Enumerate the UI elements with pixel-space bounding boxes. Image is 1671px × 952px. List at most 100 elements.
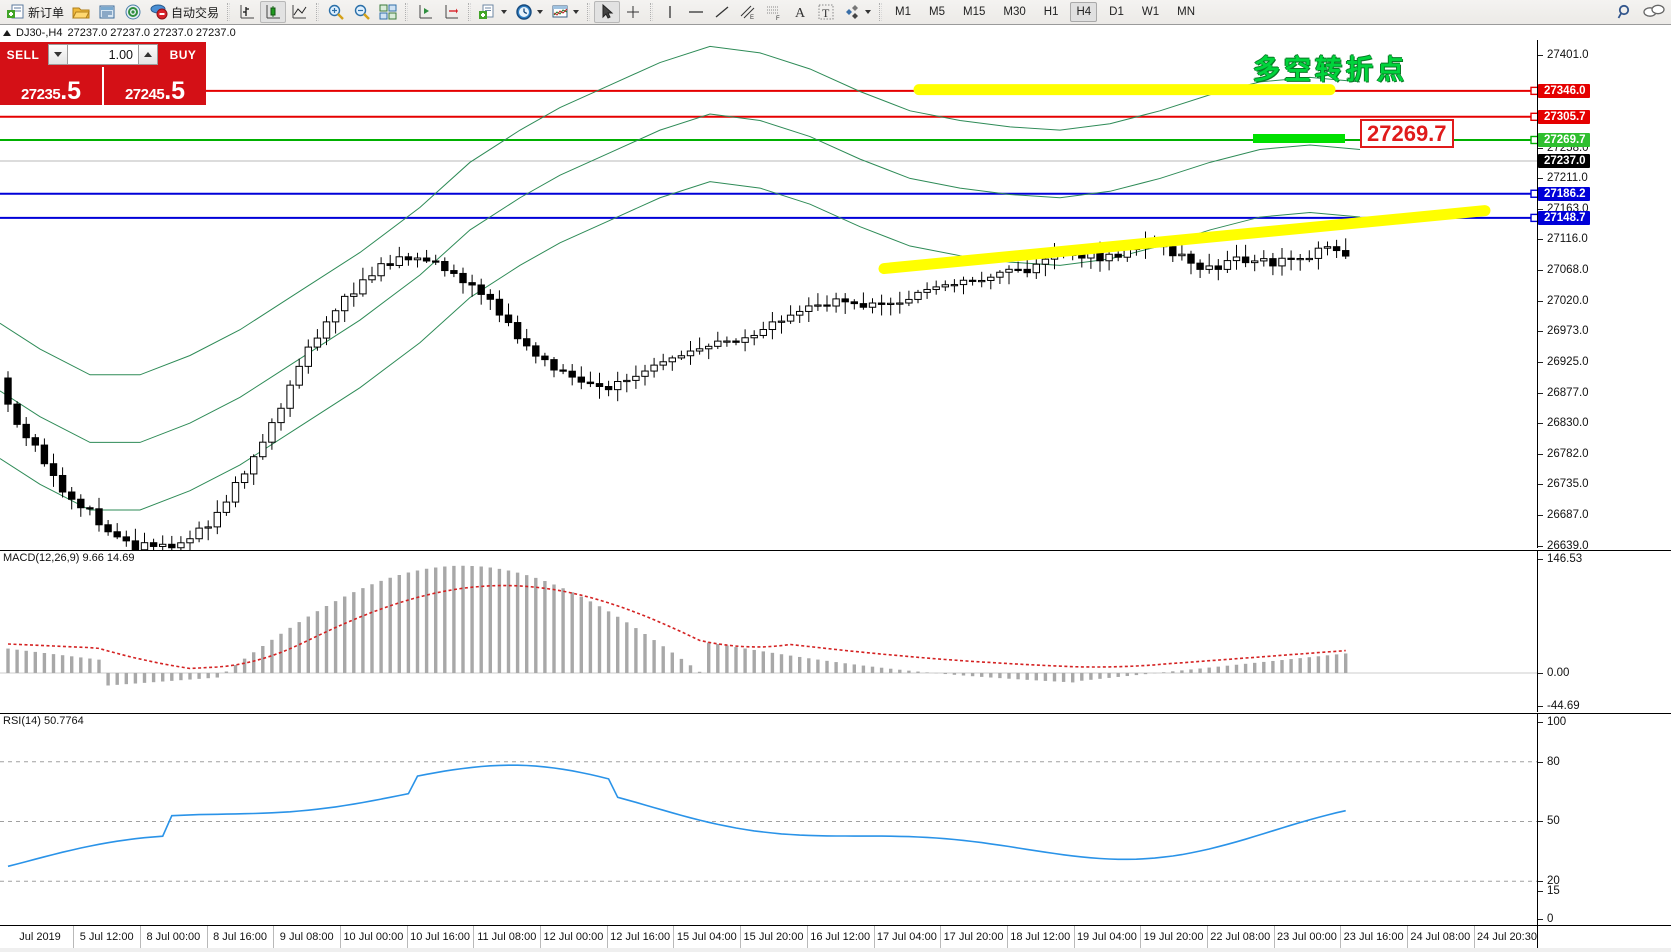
zoom-out-icon (353, 3, 371, 21)
zoom-in-button[interactable] (323, 1, 349, 23)
time-tick: 12 Jul 00:00 (543, 931, 604, 943)
price-level-badge-resistance-line[interactable]: 27305.7 (1538, 109, 1590, 124)
folder-button[interactable] (68, 1, 94, 23)
price-level-badge-support-line[interactable]: 27148.7 (1538, 210, 1590, 225)
volume-increment-button[interactable] (138, 44, 158, 65)
autotrade-icon (150, 3, 168, 21)
buy-price[interactable]: 27245 .5 (104, 67, 207, 105)
indicators-button[interactable] (547, 1, 583, 23)
price-tick: 26639.0 (1538, 540, 1589, 552)
navigator-button[interactable] (120, 1, 146, 23)
timeframe-button-w1[interactable]: W1 (1141, 6, 1160, 18)
collapse-triangle-icon[interactable] (3, 30, 11, 36)
buy-price-integer: 27245 (124, 86, 165, 103)
equidistant-channel-button[interactable]: E (735, 1, 761, 23)
price-tick: 26925.0 (1538, 356, 1589, 368)
timeframe-button-mn[interactable]: MN (1177, 6, 1195, 18)
chevron-down-icon[interactable] (865, 10, 872, 14)
text-label-button[interactable]: T (813, 1, 839, 23)
macd-tick: 146.53 (1538, 553, 1582, 565)
templates-button[interactable] (475, 1, 511, 23)
tile-windows-button[interactable] (375, 1, 401, 23)
shift-end-icon (416, 3, 434, 21)
search-icon[interactable] (1616, 3, 1634, 21)
trade-panel-prices: 27235 .5 27245 .5 (0, 67, 207, 105)
timeframe-button-m1[interactable]: M1 (895, 6, 912, 18)
svg-text:T: T (822, 6, 830, 20)
price-callout-label: 27269.7 (1360, 119, 1454, 148)
autotrade-button[interactable]: 自动交易 (146, 1, 223, 23)
chevron-down-icon[interactable] (501, 10, 508, 14)
trendline-button[interactable] (709, 1, 735, 23)
zoom-out-button[interactable] (349, 1, 375, 23)
axis-corner (1537, 925, 1671, 949)
price-scale[interactable]: 27401.0 27258.0 27211.0 27163.0 27116.0 27068… (1537, 40, 1671, 552)
timeframe-button-h1[interactable]: H1 (1043, 6, 1059, 18)
time-tick: 5 Jul 12:00 (79, 931, 134, 943)
price-tick: 26877.0 (1538, 387, 1589, 399)
rsi-tick: 50 (1538, 815, 1560, 827)
rsi-pane[interactable]: RSI(14) 50.7764 (0, 713, 1537, 925)
navigator-icon (124, 3, 142, 21)
volume-decrement-button[interactable] (48, 44, 68, 65)
price-tick: 26830.0 (1538, 417, 1589, 429)
rsi-scale[interactable]: 100 80 50 20 15 0 (1537, 713, 1671, 925)
timeframe-button-m30[interactable]: M30 (1003, 6, 1026, 18)
macd-pane[interactable]: MACD(12,26,9) 9.66 14.69 (0, 550, 1537, 712)
price-level-badge-support-line[interactable]: 27186.2 (1538, 186, 1590, 201)
shift-end-button[interactable] (412, 1, 438, 23)
time-tick: 24 Jul 08:00 (1410, 931, 1471, 943)
price-tick: 26782.0 (1538, 448, 1589, 460)
timeframe-button-m15[interactable]: M15 (963, 6, 986, 18)
chat-icon[interactable] (1642, 3, 1665, 21)
price-level-badge-target-line[interactable]: 27269.7 (1538, 132, 1590, 147)
chevron-down-icon[interactable] (573, 10, 580, 14)
timeframe-button-h4[interactable]: H4 (1070, 2, 1098, 22)
macd-tick: 0.00 (1538, 667, 1569, 679)
fibonacci-button[interactable]: F (761, 1, 787, 23)
time-axis[interactable]: Jul 2019 5 Jul 12:00 8 Jul 00:00 8 Jul 16:0… (0, 925, 1537, 950)
rsi-canvas (0, 761, 1537, 882)
buy-button[interactable]: BUY (160, 42, 206, 67)
indicators-icon (551, 3, 569, 21)
volume-stepper[interactable]: 1.00 (46, 42, 160, 67)
sell-button[interactable]: SELL (0, 42, 46, 67)
cursor-button[interactable] (594, 1, 621, 23)
horizontal-line-button[interactable] (683, 1, 709, 23)
text-label-icon: T (817, 3, 835, 21)
volume-input[interactable]: 1.00 (68, 44, 138, 65)
price-chart-pane[interactable] (0, 40, 1539, 559)
vertical-line-button[interactable] (657, 1, 683, 23)
time-tick-separator (406, 926, 408, 950)
time-tick-separator (740, 926, 742, 950)
time-tick: 19 Jul 04:00 (1076, 931, 1137, 943)
auto-scroll-icon (442, 3, 460, 21)
text-button[interactable]: A (787, 1, 813, 23)
bar-chart-button[interactable] (234, 1, 260, 23)
auto-scroll-button[interactable] (438, 1, 464, 23)
objects-button[interactable] (839, 1, 875, 23)
timeframe-button-d1[interactable]: D1 (1109, 6, 1124, 18)
chevron-down-icon[interactable] (537, 10, 544, 14)
turning-point-annotation: 多空转折点 (1253, 55, 1408, 85)
time-tick-separator (1406, 926, 1408, 950)
price-level-badge-resistance-line[interactable]: 27346.0 (1538, 83, 1590, 98)
price-tick: 26973.0 (1538, 325, 1589, 337)
terminal-button[interactable] (94, 1, 120, 23)
toolbar-separator (316, 3, 320, 21)
trendline-icon (713, 3, 731, 21)
macd-scale[interactable]: 146.53 0.00 -44.69 (1537, 550, 1671, 712)
timeframe-button-m5[interactable]: M5 (929, 6, 945, 18)
crosshair-button[interactable] (620, 1, 646, 23)
periods-button[interactable] (511, 1, 547, 23)
vertical-line-icon (661, 3, 679, 21)
time-tick: 10 Jul 16:00 (410, 931, 471, 943)
time-tick-separator (340, 926, 342, 950)
rsi-tick: 100 (1538, 716, 1566, 728)
candlestick-chart-button[interactable] (260, 1, 287, 23)
line-chart-button[interactable] (286, 1, 312, 23)
sell-price[interactable]: 27235 .5 (0, 67, 103, 105)
price-level-badge-current-price[interactable]: 27237.0 (1538, 154, 1590, 169)
time-tick: 8 Jul 16:00 (213, 931, 267, 943)
new-order-button[interactable]: 新订单 (3, 1, 68, 23)
